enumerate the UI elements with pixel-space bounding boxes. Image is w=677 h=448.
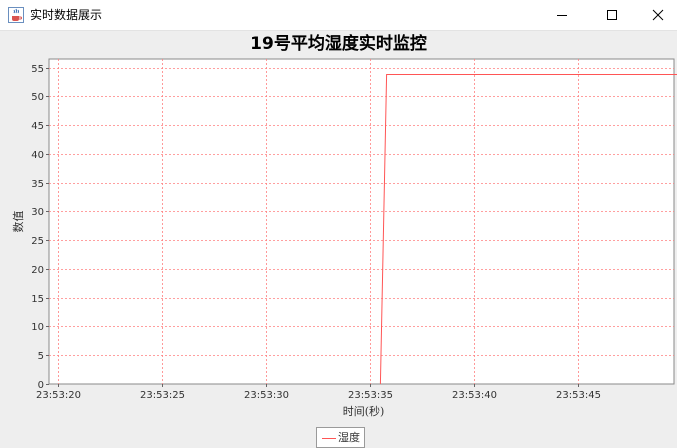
chart-title: 19号平均湿度实时监控 xyxy=(250,34,427,54)
y-tick-label: 0 xyxy=(38,380,44,391)
x-tick-label: 23:53:30 xyxy=(244,390,289,401)
plot-area xyxy=(48,58,675,385)
y-tick-label: 20 xyxy=(31,265,44,276)
y-tick-label: 35 xyxy=(31,179,44,190)
x-tick-label: 23:53:35 xyxy=(348,390,393,401)
x-tick-label: 23:53:45 xyxy=(556,390,601,401)
y-tick-label: 55 xyxy=(31,64,44,75)
y-tick-label: 45 xyxy=(31,121,44,132)
series-line xyxy=(379,74,677,385)
x-tick-label: 23:53:25 xyxy=(140,390,185,401)
y-tick-label: 25 xyxy=(31,236,44,247)
x-tick-label: 23:53:20 xyxy=(36,390,81,401)
chart-legend: 湿度 xyxy=(316,427,365,448)
java-cup-icon xyxy=(8,7,24,23)
x-axis-label: 时间(秒) xyxy=(343,404,385,418)
y-tick-label: 50 xyxy=(31,92,44,103)
y-tick-label: 40 xyxy=(31,150,44,161)
window-title: 实时数据展示 xyxy=(30,8,103,22)
window-titlebar: 实时数据展示 xyxy=(0,0,677,31)
close-icon xyxy=(652,9,664,21)
maximize-button[interactable] xyxy=(589,0,635,30)
legend-swatch xyxy=(322,438,336,439)
close-button[interactable] xyxy=(635,0,677,30)
y-axis-label: 数值 xyxy=(12,211,25,233)
y-tick-label: 5 xyxy=(38,351,44,362)
y-tick-label: 10 xyxy=(31,322,44,333)
maximize-icon xyxy=(607,10,617,20)
y-tick-label: 30 xyxy=(31,207,44,218)
minimize-button[interactable] xyxy=(539,0,585,30)
x-tick-label: 23:53:40 xyxy=(452,390,497,401)
legend-label: 湿度 xyxy=(338,431,360,444)
y-tick-label: 15 xyxy=(31,294,44,305)
minimize-icon xyxy=(557,15,567,16)
